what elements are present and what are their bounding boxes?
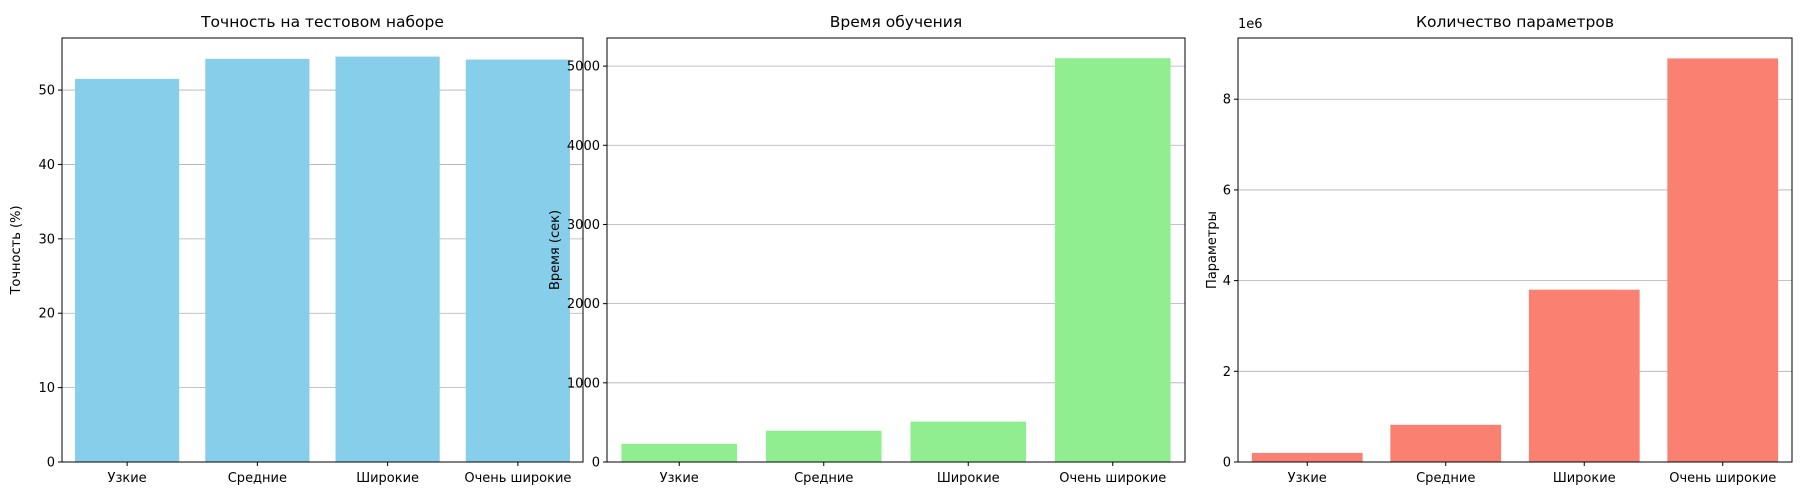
x-tick-label: Узкие — [108, 471, 147, 486]
bar — [465, 59, 570, 462]
bar — [1390, 424, 1502, 462]
axes-frame — [61, 37, 584, 463]
chart-2: 0 1000 2000 3000 4000 5000 Узкие Средние Широкие… — [548, 13, 1186, 486]
y-tick-label: 1000 — [567, 376, 600, 391]
y-axis-label: Точность (%) — [9, 205, 24, 295]
chart-title: Время обучения — [830, 13, 962, 31]
y-tick-label: 0 — [47, 456, 55, 471]
y-tick-label: 20 — [38, 307, 55, 322]
y-tick-label: 30 — [38, 232, 55, 247]
axes-frame — [606, 37, 1186, 463]
x-tick-label: Широкие — [937, 471, 1000, 486]
x-tick-label: Очень широкие — [1669, 471, 1776, 486]
y-tick-label: 0 — [1223, 456, 1231, 471]
y-tick-label: 40 — [38, 158, 55, 173]
x-tick-label: Средние — [228, 471, 287, 486]
x-tick-label: Средние — [794, 471, 853, 486]
y-tick-label: 2000 — [567, 297, 600, 312]
y-offset-label: 1e6 — [1238, 17, 1263, 32]
bar — [335, 56, 440, 462]
bar — [75, 78, 180, 462]
y-tick-label: 10 — [38, 381, 55, 396]
x-tick-label: Широкие — [1553, 471, 1616, 486]
axes-frame — [1237, 37, 1793, 463]
chart-3: 0 2 4 6 8 Узкие Средние Широкие Очень широкие Кол… — [1205, 13, 1793, 486]
y-tick-label: 5000 — [567, 60, 600, 75]
bar — [1528, 289, 1640, 462]
bar — [910, 421, 1027, 462]
y-tick-label: 2 — [1223, 365, 1231, 380]
bar — [765, 430, 882, 462]
bar — [1054, 58, 1171, 462]
bar — [1667, 58, 1779, 462]
x-tick-label: Очень широкие — [1059, 471, 1166, 486]
y-tick-label: 3000 — [567, 218, 600, 233]
bar — [1251, 452, 1363, 462]
bar — [205, 58, 310, 463]
y-tick-label: 6 — [1223, 183, 1231, 198]
y-tick-label: 0 — [592, 456, 600, 471]
x-tick-label: Широкие — [356, 471, 419, 486]
chart-1: 0 10 20 30 40 50 Узкие Средние Широкие Очень широ… — [9, 13, 584, 486]
y-tick-label: 4 — [1223, 274, 1231, 289]
y-axis-label: Параметры — [1205, 211, 1220, 289]
bar — [621, 443, 738, 462]
x-tick-label: Средние — [1416, 471, 1475, 486]
chart-title: Точность на тестовом наборе — [200, 13, 444, 31]
chart-title: Количество параметров — [1416, 13, 1614, 31]
x-tick-label: Узкие — [660, 471, 699, 486]
x-tick-label: Узкие — [1288, 471, 1327, 486]
x-tick-label: Очень широкие — [464, 471, 571, 486]
y-tick-label: 50 — [38, 84, 55, 99]
y-tick-label: 8 — [1223, 93, 1231, 108]
y-axis-label: Время (сек) — [548, 210, 563, 290]
y-tick-label: 4000 — [567, 139, 600, 154]
